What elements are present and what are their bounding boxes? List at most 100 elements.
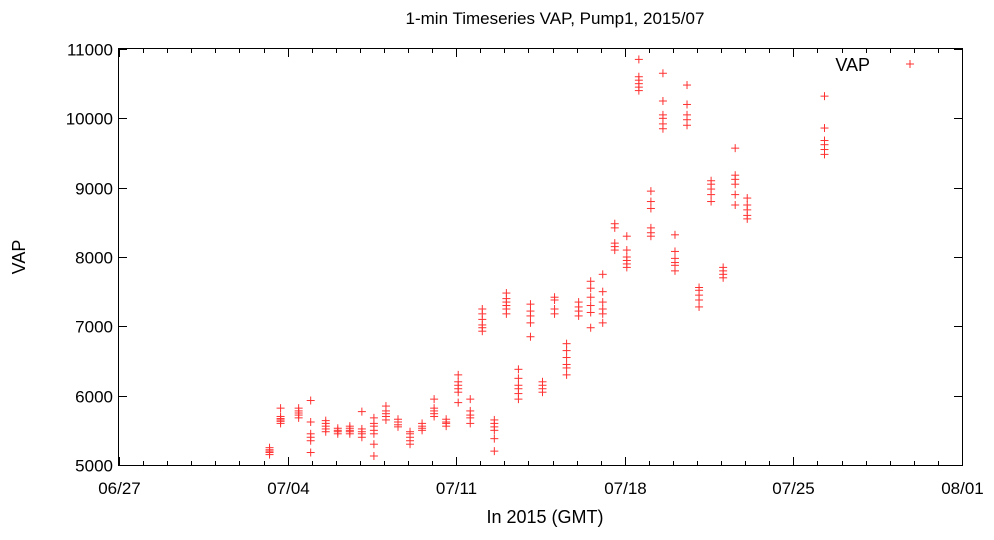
data-point (294, 404, 303, 413)
data-point (743, 194, 752, 203)
data-point (454, 370, 463, 379)
data-points (265, 55, 829, 460)
data-point (683, 100, 692, 109)
data-point (707, 176, 716, 185)
data-point (321, 416, 330, 425)
data-point (381, 402, 390, 411)
data-point (695, 283, 704, 292)
x-tick-label: 06/27 (98, 479, 141, 498)
data-point (598, 318, 607, 327)
data-point (670, 230, 679, 239)
data-point (345, 422, 354, 431)
data-point (658, 69, 667, 78)
y-tick-label: 11000 (67, 41, 113, 60)
data-point (466, 395, 475, 404)
data-point (622, 253, 631, 261)
y-tick-label: 10000 (66, 110, 113, 129)
x-tick-label: 07/11 (436, 479, 477, 498)
data-point (683, 81, 692, 90)
data-point (731, 201, 740, 209)
data-point (731, 144, 740, 153)
data-point (634, 72, 643, 81)
data-point (276, 404, 285, 413)
data-point (442, 415, 451, 424)
data-point (658, 97, 667, 105)
y-tick-label: 8000 (75, 249, 113, 268)
data-point (586, 277, 595, 286)
data-point (526, 332, 535, 341)
data-point (490, 415, 499, 424)
data-point (430, 395, 439, 404)
y-tick-label: 7000 (75, 318, 113, 337)
data-point (820, 124, 829, 133)
data-point (276, 412, 285, 421)
x-tick-label: 07/25 (772, 479, 815, 498)
data-point (586, 301, 595, 310)
legend: VAP (835, 55, 914, 75)
data-point (598, 270, 607, 279)
data-point (562, 346, 571, 355)
data-point (550, 305, 559, 313)
plot-frame (118, 48, 963, 466)
data-point (514, 365, 523, 374)
data-point (369, 451, 378, 460)
data-point (622, 232, 631, 241)
data-point (646, 223, 655, 232)
data-point (622, 246, 631, 255)
data-point (670, 247, 679, 256)
data-point (646, 187, 655, 196)
data-point (610, 219, 619, 228)
data-point (306, 448, 315, 457)
data-point (526, 318, 535, 327)
chart-title: 1-min Timeseries VAP, Pump1, 2015/07 (406, 9, 705, 28)
data-point (490, 447, 499, 456)
y-axis-ticks: 5000 6000 7000 8000 9000 10000 11000 (66, 41, 962, 476)
data-point (646, 204, 655, 213)
data-point (731, 190, 740, 199)
data-point (634, 55, 643, 64)
data-point (526, 300, 535, 309)
data-point (333, 424, 342, 433)
data-point (454, 377, 463, 386)
data-point (820, 136, 829, 145)
legend-marker-plus (906, 60, 914, 68)
data-point (430, 404, 439, 413)
data-point (695, 302, 704, 311)
data-point (610, 239, 619, 248)
x-tick-label: 07/18 (604, 479, 647, 498)
y-tick-label: 5000 (75, 457, 113, 476)
y-tick-label: 9000 (75, 180, 113, 199)
data-point (406, 427, 415, 436)
data-point (502, 289, 511, 298)
data-point (598, 287, 607, 296)
data-point (393, 415, 402, 424)
data-point (306, 418, 315, 427)
data-point (306, 396, 315, 405)
data-point (598, 305, 607, 313)
data-point (265, 443, 274, 452)
data-point (719, 263, 728, 272)
data-point (586, 293, 595, 302)
y-tick-label: 6000 (75, 388, 113, 407)
y-axis-label: VAP (9, 240, 29, 275)
data-point (490, 434, 499, 443)
x-tick-label: 08/01 (941, 479, 984, 498)
data-point (586, 284, 595, 293)
data-point (357, 407, 366, 416)
x-axis-ticks: 06/27 07/04 07/11 07/18 07/25 08/01 (98, 49, 984, 498)
data-point (550, 293, 559, 302)
data-point (820, 92, 829, 101)
data-point (454, 398, 463, 407)
data-point (306, 429, 315, 438)
data-point (538, 377, 547, 386)
data-point (598, 298, 607, 307)
legend-marker (906, 60, 914, 68)
x-axis-label: In 2015 (GMT) (486, 507, 603, 527)
data-point (478, 305, 487, 313)
data-point (514, 374, 523, 383)
data-point (562, 339, 571, 348)
data-point (646, 197, 655, 206)
data-point (743, 201, 752, 209)
data-point (707, 197, 716, 206)
